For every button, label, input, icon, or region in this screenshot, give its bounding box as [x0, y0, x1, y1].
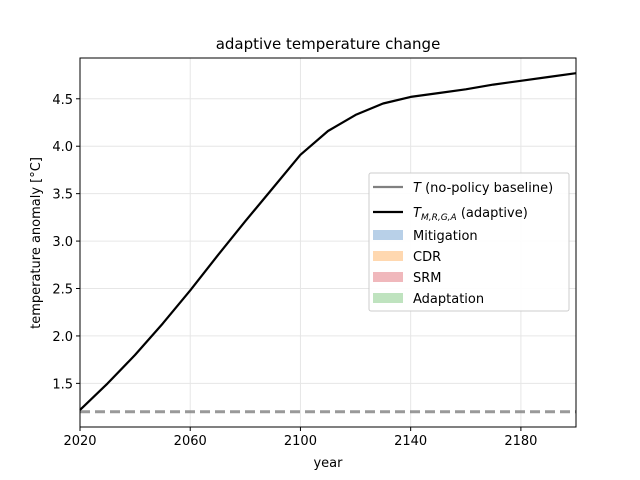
- legend-label-mitigation: Mitigation: [413, 229, 478, 244]
- adaptive-series-line: [79, 72, 577, 411]
- legend-swatch-srm: [373, 272, 403, 282]
- y-tick-label: 2.5: [52, 283, 73, 298]
- legend-label-1: TM,R,G,A (adaptive): [413, 206, 528, 223]
- y-tick-label: 1.5: [52, 377, 73, 392]
- x-tick-label: 2180: [504, 434, 537, 449]
- chart-title: adaptive temperature change: [216, 35, 441, 53]
- legend-label-0: T (no-policy baseline): [413, 181, 553, 196]
- legend-box: [368, 172, 570, 312]
- x-tick-label: 2100: [284, 434, 317, 449]
- y-axis-label: temperature anomaly [°C]: [29, 157, 44, 329]
- x-tick-label: 2060: [174, 434, 207, 449]
- legend-swatch-adaptation: [373, 293, 403, 303]
- x-tick-label: 2140: [394, 434, 427, 449]
- legend-label-srm: SRM: [413, 271, 442, 286]
- legend-swatch-cdr: [373, 251, 403, 261]
- y-tick-label: 2.0: [52, 330, 73, 345]
- y-tick-label: 3.0: [52, 235, 73, 250]
- legend-swatch-mitigation: [373, 230, 403, 240]
- legend-label-adaptation: Adaptation: [413, 292, 484, 307]
- plot-frame: [79, 57, 577, 428]
- y-tick-label: 4.5: [52, 93, 73, 108]
- y-tick-label: 4.0: [52, 140, 73, 155]
- x-tick-label: 2020: [63, 434, 96, 449]
- y-tick-label: 3.5: [52, 188, 73, 203]
- legend: T (no-policy baseline) TM,R,G,A (adaptive…: [368, 172, 570, 312]
- x-axis-label: year: [313, 456, 343, 471]
- legend-label-cdr: CDR: [413, 250, 441, 265]
